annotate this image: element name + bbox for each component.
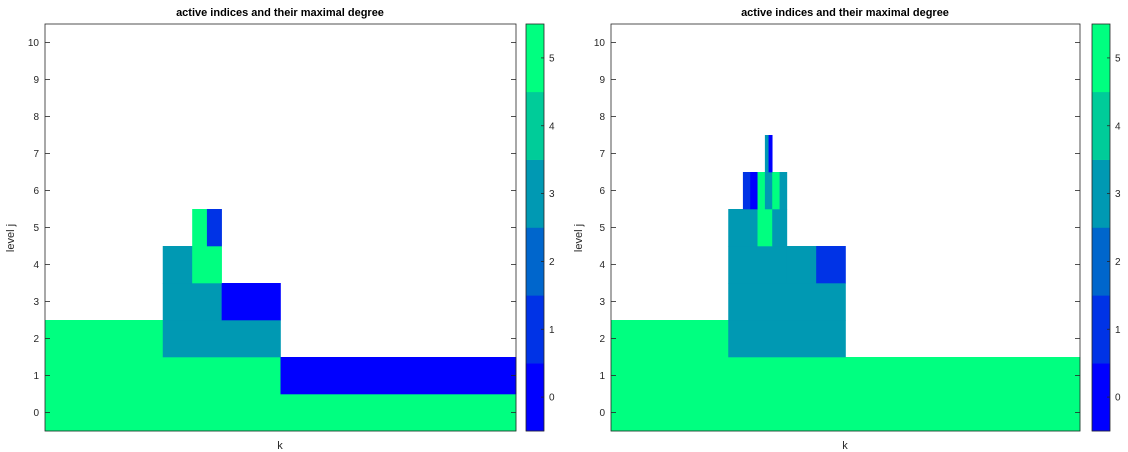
y-tick-label: 0 bbox=[599, 408, 605, 419]
y-tick-label: 6 bbox=[599, 186, 605, 197]
colorbar-segment bbox=[526, 91, 544, 160]
colorbar-tick-label: 2 bbox=[1115, 257, 1121, 268]
heatmap-cell bbox=[728, 283, 846, 321]
heatmap-cell bbox=[611, 357, 1081, 395]
heatmap-cell bbox=[162, 320, 281, 358]
y-tick-label: 4 bbox=[599, 260, 605, 271]
heatmap-cell bbox=[206, 209, 222, 247]
y-tick-label: 4 bbox=[33, 260, 39, 271]
colorbar-tick-label: 0 bbox=[549, 393, 555, 404]
colorbar-segment bbox=[1092, 227, 1110, 296]
heatmap-cell bbox=[162, 283, 222, 321]
heatmap-cell bbox=[757, 172, 766, 210]
colorbar-tick-label: 4 bbox=[549, 121, 555, 132]
colorbar-segment bbox=[526, 227, 544, 296]
colorbar-segment bbox=[1092, 91, 1110, 160]
colorbar-tick-label: 4 bbox=[1115, 121, 1121, 132]
colorbar-tick-label: 5 bbox=[549, 53, 555, 64]
heatmap-cell bbox=[611, 320, 729, 358]
colorbar-segment bbox=[1092, 295, 1110, 364]
heatmap-cell bbox=[45, 357, 281, 395]
y-tick-label: 8 bbox=[599, 112, 605, 123]
y-tick-label: 5 bbox=[599, 223, 605, 234]
y-axis-label: level j bbox=[5, 224, 17, 252]
colorbar-tick-label: 2 bbox=[549, 257, 555, 268]
heatmap-cell bbox=[45, 320, 164, 358]
y-tick-label: 1 bbox=[33, 371, 39, 382]
colorbar-segment bbox=[526, 159, 544, 228]
heatmap-cell bbox=[728, 320, 846, 358]
y-axis-label: level j bbox=[573, 224, 585, 252]
colorbar-frame bbox=[1091, 23, 1111, 432]
heatmap-cell bbox=[728, 246, 788, 284]
y-tick-label: 10 bbox=[28, 38, 40, 49]
colorbar-segment bbox=[1092, 159, 1110, 228]
y-tick-label: 5 bbox=[33, 223, 39, 234]
y-tick-label: 2 bbox=[599, 334, 605, 345]
colorbar-segment bbox=[1092, 24, 1110, 93]
colorbar-frame bbox=[525, 23, 545, 432]
y-tick-label: 0 bbox=[33, 408, 39, 419]
heatmap-cell bbox=[192, 209, 208, 247]
y-tick-label: 3 bbox=[33, 297, 39, 308]
y-tick-label: 7 bbox=[33, 149, 39, 160]
left-panel: active indices and their maximal degree … bbox=[5, 7, 555, 452]
x-axis-label: k bbox=[277, 440, 283, 452]
heatmap-cell bbox=[192, 246, 222, 284]
heatmap-cell bbox=[45, 394, 517, 432]
right-panel: active indices and their maximal degree … bbox=[573, 7, 1121, 452]
chart-title: active indices and their maximal degree bbox=[176, 7, 384, 19]
y-tick-label: 2 bbox=[33, 334, 39, 345]
colorbar: 0 1 2 3 4 5 bbox=[1091, 23, 1121, 432]
colorbar-tick-label: 1 bbox=[1115, 325, 1121, 336]
heatmap-cell bbox=[772, 209, 788, 247]
colorbar-segment bbox=[1092, 363, 1110, 432]
colorbar-tick-label: 3 bbox=[549, 189, 555, 200]
heatmap-cell bbox=[611, 394, 1081, 432]
heatmap-cell bbox=[764, 135, 769, 173]
heatmap-cells bbox=[611, 135, 1081, 432]
colorbar-tick-label: 5 bbox=[1115, 53, 1121, 64]
heatmap-cell bbox=[764, 172, 773, 210]
heatmap-cell bbox=[742, 172, 751, 210]
heatmap-cell bbox=[742, 209, 758, 247]
heatmap-cell bbox=[816, 246, 846, 284]
heatmap-cell bbox=[757, 209, 773, 247]
colorbar-tick-label: 3 bbox=[1115, 189, 1121, 200]
colorbar-segment bbox=[526, 363, 544, 432]
colorbar-segment bbox=[526, 24, 544, 93]
y-tick-label: 6 bbox=[33, 186, 39, 197]
colorbar-segment bbox=[526, 295, 544, 364]
heatmap-cells bbox=[45, 209, 517, 432]
heatmap-cell bbox=[779, 172, 788, 210]
heatmap-cell bbox=[221, 283, 281, 321]
heatmap-cell bbox=[768, 135, 773, 173]
y-tick-label: 9 bbox=[599, 75, 605, 86]
y-tick-label: 8 bbox=[33, 112, 39, 123]
heatmap-cell bbox=[728, 209, 744, 247]
y-tick-label: 1 bbox=[599, 371, 605, 382]
y-tick-label: 9 bbox=[33, 75, 39, 86]
heatmap-cell bbox=[750, 172, 758, 210]
chart-title: active indices and their maximal degree bbox=[741, 7, 949, 19]
y-tick-label: 3 bbox=[599, 297, 605, 308]
colorbar-tick-label: 1 bbox=[549, 325, 555, 336]
colorbar: 0 1 2 3 4 5 bbox=[525, 23, 555, 432]
x-axis-label: k bbox=[842, 440, 848, 452]
heatmap-cell bbox=[786, 246, 817, 284]
heatmap-cell bbox=[280, 357, 517, 395]
y-tick-label: 10 bbox=[594, 38, 606, 49]
heatmap-cell bbox=[162, 246, 193, 284]
heatmap-cell bbox=[772, 172, 780, 210]
y-tick-label: 7 bbox=[599, 149, 605, 160]
colorbar-tick-label: 0 bbox=[1115, 393, 1121, 404]
